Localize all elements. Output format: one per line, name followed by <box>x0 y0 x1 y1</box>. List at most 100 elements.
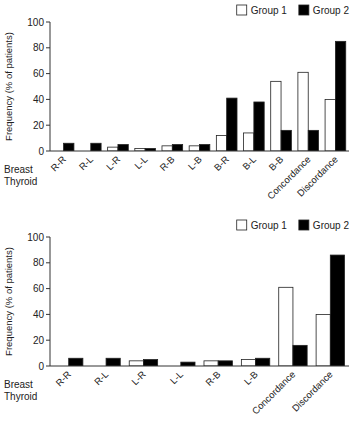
bar <box>204 361 218 366</box>
legend-swatch <box>299 5 309 15</box>
bar <box>91 143 101 151</box>
x-tick-label: R-B <box>203 369 222 388</box>
x-tick-label: L-R <box>129 369 148 388</box>
y-tick-label: 20 <box>33 335 45 346</box>
bar <box>308 130 318 151</box>
x-tick-label: R-R <box>48 154 68 174</box>
legend: Group 1 Group 2 <box>237 5 350 16</box>
y-axis-line <box>50 22 51 151</box>
annotation: Thyroid <box>4 391 37 402</box>
bar <box>108 147 118 151</box>
legend-label: Group 1 <box>251 5 288 16</box>
x-tick-label: Discordance <box>290 369 335 414</box>
y-tick-label: 0 <box>38 361 44 372</box>
bar <box>279 287 293 366</box>
y-tick <box>46 73 50 74</box>
bar <box>227 98 237 151</box>
x-tick-label: B-R <box>212 154 231 173</box>
y-tick <box>46 237 50 238</box>
x-tick-label: R-L <box>92 369 111 388</box>
legend-label: Group 2 <box>313 5 350 16</box>
panel: 0 20 40 60 80 100 R-R R-L L-R L-L R-B L-BConcordanc… <box>3 220 349 416</box>
legend-item: Group 1 <box>237 220 288 231</box>
bar <box>216 136 226 151</box>
y-tick-label: 40 <box>33 309 45 320</box>
x-tick-label: B-B <box>266 154 285 173</box>
bar <box>129 361 143 366</box>
x-tick-label: L-L <box>132 154 149 171</box>
y-tick <box>46 47 50 48</box>
bar <box>254 102 264 151</box>
legend-item: Group 1 <box>237 5 288 16</box>
bar <box>118 145 128 151</box>
legend-item: Group 2 <box>299 220 350 231</box>
legend-swatch <box>299 220 309 230</box>
y-tick <box>46 366 50 367</box>
x-tick-label: R-B <box>157 154 176 173</box>
bars <box>64 41 346 151</box>
x-tick-label: R-L <box>77 154 96 173</box>
bar <box>256 358 270 366</box>
y-tick <box>46 314 50 315</box>
y-tick-label: 0 <box>38 146 44 157</box>
y-tick-label: 80 <box>33 257 45 268</box>
x-tick-label: L-L <box>168 369 185 386</box>
annotation: Thyroid <box>4 176 37 187</box>
bar <box>69 358 83 366</box>
y-tick-label: 40 <box>33 94 45 105</box>
bar <box>143 360 157 366</box>
y-axis-label: Frequency (% of patients) <box>3 247 14 356</box>
x-tick-label: L-B <box>186 154 204 172</box>
bar <box>335 41 345 151</box>
legend-swatch <box>237 220 247 230</box>
x-tick-label: L-R <box>104 154 123 173</box>
y-axis-label: Frequency (% of patients) <box>3 32 14 141</box>
bar <box>271 81 281 151</box>
y-tick <box>46 99 50 100</box>
bar <box>218 361 232 366</box>
x-tick-label: Discordance <box>295 154 340 199</box>
y-tick-label: 60 <box>33 68 45 79</box>
bar <box>181 362 195 366</box>
x-tick-label: B-L <box>240 154 258 172</box>
bar <box>162 146 172 151</box>
y-tick-label: 20 <box>33 120 45 131</box>
y-tick <box>46 22 50 23</box>
y-tick <box>46 151 50 152</box>
panel: 020406080100R-RR-LL-RL-LR-BL-BB-RB-LB-BC… <box>3 5 349 201</box>
legend-swatch <box>237 5 247 15</box>
bar <box>298 72 308 151</box>
bar <box>106 358 120 366</box>
bar <box>244 133 254 151</box>
legend-item: Group 2 <box>299 5 350 16</box>
figure: 0 20 40 60 80 100 R-R R-L L-R L-L R-B L-B B-R B-L B-B C… <box>0 0 357 430</box>
annotation: Breast <box>4 164 33 175</box>
y-tick <box>46 125 50 126</box>
annotation: Breast <box>4 379 33 390</box>
bar <box>189 146 199 151</box>
legend-label: Group 2 <box>313 220 350 231</box>
bar <box>293 345 307 366</box>
x-axis-line <box>50 151 349 152</box>
y-tick-label: 100 <box>27 232 44 243</box>
bar <box>330 255 344 366</box>
legend: Group 1 Group 2 <box>237 220 350 231</box>
bar <box>200 145 210 151</box>
y-tick <box>46 340 50 341</box>
bar <box>64 143 74 151</box>
x-tick-label: R-R <box>53 369 73 389</box>
bar <box>281 130 291 151</box>
y-tick-label: 60 <box>33 283 45 294</box>
y-tick-label: 80 <box>33 42 45 53</box>
y-tick <box>46 288 50 289</box>
y-axis-line <box>50 237 51 366</box>
x-axis-line <box>50 366 349 367</box>
bar <box>241 360 255 366</box>
x-tick-label: L-B <box>242 369 260 387</box>
legend-label: Group 1 <box>251 220 288 231</box>
bar <box>325 99 335 151</box>
bar <box>316 314 330 366</box>
y-tick <box>46 262 50 263</box>
bars <box>69 255 345 366</box>
x-tick-label: Concordance <box>250 369 298 417</box>
